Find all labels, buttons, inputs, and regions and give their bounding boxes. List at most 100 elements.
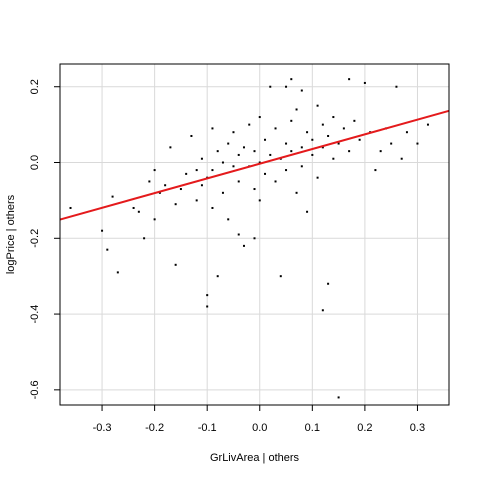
- data-point: [221, 191, 224, 194]
- data-point: [258, 161, 261, 164]
- data-point: [206, 305, 209, 308]
- data-point: [211, 127, 214, 130]
- data-point: [342, 127, 345, 130]
- data-point: [264, 172, 267, 175]
- data-point: [295, 108, 298, 111]
- data-point: [190, 134, 193, 137]
- data-point: [264, 138, 267, 141]
- data-point: [232, 165, 235, 168]
- data-point: [174, 263, 177, 266]
- data-point: [358, 138, 361, 141]
- y-tick-label: -0.4: [29, 305, 41, 324]
- data-point: [216, 275, 219, 278]
- data-point: [321, 309, 324, 312]
- data-point: [101, 229, 104, 232]
- plot-frame: [59, 63, 450, 406]
- data-point: [248, 123, 251, 126]
- data-point: [348, 78, 351, 81]
- data-point: [316, 104, 319, 107]
- data-point: [195, 199, 198, 202]
- data-point: [179, 188, 182, 191]
- data-point: [153, 218, 156, 221]
- data-point: [321, 123, 324, 126]
- data-point: [174, 203, 177, 206]
- data-point: [300, 165, 303, 168]
- data-point: [300, 146, 303, 149]
- data-point: [242, 146, 245, 149]
- data-point: [195, 169, 198, 172]
- data-point: [237, 153, 240, 156]
- data-point: [274, 180, 277, 183]
- data-point: [290, 78, 293, 81]
- data-point: [363, 81, 366, 84]
- data-point: [311, 153, 314, 156]
- data-point: [316, 176, 319, 179]
- data-point: [405, 131, 408, 134]
- data-point: [332, 116, 335, 119]
- data-point: [306, 131, 309, 134]
- data-point: [242, 244, 245, 247]
- data-point: [290, 119, 293, 122]
- data-point: [290, 150, 293, 153]
- data-point: [185, 172, 188, 175]
- data-point: [164, 184, 167, 187]
- data-point: [353, 119, 356, 122]
- x-tick-label: 0.0: [252, 422, 267, 434]
- data-point: [285, 169, 288, 172]
- x-tick-label: -0.2: [145, 422, 164, 434]
- data-point: [211, 206, 214, 209]
- data-point: [106, 248, 109, 251]
- data-point: [221, 161, 224, 164]
- y-axis-title: logPrice | others: [5, 194, 17, 274]
- x-tick-label: 0.1: [305, 422, 320, 434]
- data-point: [395, 85, 398, 88]
- grid: [60, 64, 449, 405]
- x-tick-label: -0.1: [198, 422, 217, 434]
- data-point: [169, 146, 172, 149]
- data-point: [426, 123, 429, 126]
- data-point: [148, 180, 151, 183]
- regression-line: [59, 109, 450, 221]
- data-point: [327, 134, 330, 137]
- data-point: [253, 150, 256, 153]
- data-point: [258, 116, 261, 119]
- data-point: [348, 150, 351, 153]
- data-point: [374, 169, 377, 172]
- data-point: [337, 142, 340, 145]
- data-point: [200, 157, 203, 160]
- data-point: [327, 282, 330, 285]
- data-point: [269, 85, 272, 88]
- data-point: [237, 233, 240, 236]
- data-point: [153, 169, 156, 172]
- data-point: [211, 169, 214, 172]
- data-point: [200, 184, 203, 187]
- x-tick-label: 0.2: [357, 422, 372, 434]
- data-point: [111, 195, 114, 198]
- data-point: [321, 146, 324, 149]
- data-point: [227, 142, 230, 145]
- data-point: [132, 206, 135, 209]
- data-point: [295, 191, 298, 194]
- data-point: [206, 294, 209, 297]
- data-point: [306, 210, 309, 213]
- y-axis: 0.2 0.0 -0.2 -0.4 -0.6: [29, 79, 60, 399]
- data-point: [143, 237, 146, 240]
- data-point: [258, 199, 261, 202]
- data-point: [337, 396, 340, 399]
- data-point: [232, 131, 235, 134]
- data-point: [379, 150, 382, 153]
- y-tick-label: 0.2: [29, 79, 41, 94]
- data-point: [253, 237, 256, 240]
- data-point: [416, 142, 419, 145]
- data-point: [216, 150, 219, 153]
- x-tick-label: 0.3: [410, 422, 425, 434]
- x-tick-label: -0.3: [93, 422, 112, 434]
- data-point: [300, 89, 303, 92]
- data-point: [285, 85, 288, 88]
- data-point: [311, 138, 314, 141]
- data-point: [269, 153, 272, 156]
- data-point: [116, 271, 119, 274]
- y-tick-label: 0.0: [29, 155, 41, 170]
- data-point: [274, 127, 277, 130]
